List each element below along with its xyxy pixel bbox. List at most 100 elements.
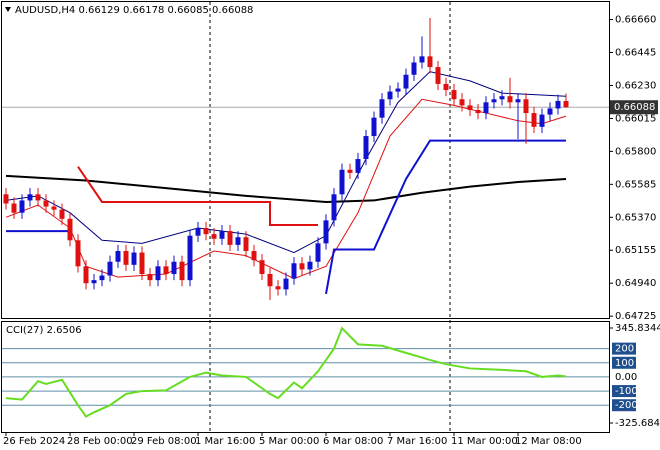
y-tick-label: 0.66660 [615, 15, 656, 26]
candle-body [419, 56, 425, 63]
candle-body [171, 261, 177, 275]
candle-body [339, 169, 345, 195]
y-tick-label: 0.66230 [615, 80, 656, 91]
price-label-box [610, 100, 658, 115]
price-panel [1, 1, 610, 319]
y-tick-label: 0.64725 [615, 311, 656, 322]
candle-body [195, 228, 201, 236]
candle-body [387, 91, 393, 100]
level-label-box [612, 385, 636, 398]
candle-body [395, 88, 401, 92]
x-tick-label: 7 Mar 16:00 [387, 436, 447, 447]
x-tick-label: 6 Mar 08:00 [323, 436, 383, 447]
y-tick-label: 0.64940 [615, 278, 656, 289]
y-tick-label: -325.6841 [615, 418, 660, 429]
x-tick-label: 11 Mar 00:00 [451, 436, 518, 447]
candle-body [35, 194, 41, 201]
y-tick-label: 0.65155 [615, 245, 656, 256]
level-label-box [612, 399, 636, 412]
candle-body [363, 136, 369, 160]
candle-body [371, 117, 377, 137]
candle-body [99, 275, 105, 281]
x-tick-label: 28 Feb 00:00 [67, 436, 133, 447]
candle-body [451, 90, 457, 100]
candle-body [299, 263, 305, 270]
candle-body [459, 99, 465, 106]
candle-body [51, 206, 57, 210]
candle-body [251, 251, 257, 261]
candle-body [411, 62, 417, 75]
candle-body [563, 100, 569, 108]
level-label-box [612, 342, 636, 355]
candle-body [307, 261, 313, 270]
candle-body [283, 278, 289, 290]
candle-body [75, 240, 81, 267]
candle-body [211, 234, 217, 239]
candle-body [379, 99, 385, 118]
indicator-line [77, 166, 318, 226]
candle-body [203, 228, 209, 235]
candle-body [435, 67, 441, 84]
candle-body [219, 231, 225, 239]
candle-body [27, 194, 33, 201]
indicator-line [5, 71, 567, 254]
x-tick-label: 29 Feb 08:00 [131, 436, 197, 447]
y-tick-label: 0.65585 [615, 179, 656, 190]
y-tick-label: 0.66445 [615, 48, 656, 59]
candle-body [531, 113, 537, 127]
candle-body [155, 266, 161, 281]
indicator-line [5, 174, 567, 203]
y-tick-label: 100 [615, 358, 634, 369]
candle-body [227, 231, 233, 245]
candle-body [467, 105, 473, 110]
y-tick-label: 200 [615, 344, 634, 355]
x-tick-label: 12 Mar 08:00 [515, 436, 582, 447]
candle-body [187, 235, 193, 281]
candle-body [179, 261, 185, 281]
y-tick-label: -100 [615, 386, 638, 397]
y-tick-label: 0.00 [615, 372, 637, 383]
candle-body [539, 114, 545, 127]
cci-line [5, 326, 567, 418]
candle-body [3, 194, 9, 204]
candle-body [443, 83, 449, 91]
candle-body [139, 252, 145, 275]
candle-body [323, 220, 329, 244]
candle-body [475, 109, 481, 114]
candle-body [499, 96, 505, 100]
candle-body [83, 266, 89, 284]
candle-body [11, 203, 17, 213]
candle-body [331, 194, 337, 221]
candle-body [403, 74, 409, 89]
candle-body [523, 99, 529, 114]
candle-body [123, 251, 129, 265]
candle-body [59, 209, 65, 219]
candle-body [315, 243, 321, 262]
candle-body [483, 102, 489, 114]
candle-body [347, 169, 353, 173]
y-tick-label: 0.65800 [615, 146, 656, 157]
candle-body [547, 108, 553, 115]
candle-body [355, 159, 361, 173]
candle-body [291, 263, 297, 279]
y-tick-label: 345.8344 [615, 323, 660, 334]
candle-body [515, 99, 521, 103]
candle-body [43, 200, 49, 207]
candle-body [275, 286, 281, 290]
candle-body [107, 261, 113, 276]
cci-title: CCI(27) 2.6506 [6, 325, 82, 336]
x-tick-label: 1 Mar 16:00 [195, 436, 255, 447]
candle-body [555, 100, 561, 109]
candle-body [67, 218, 73, 241]
candle-body [243, 237, 249, 252]
menu-arrow [5, 7, 11, 12]
y-tick-label: 0.66015 [615, 113, 656, 124]
price-label: 0.66088 [614, 102, 655, 113]
candle-body [91, 280, 97, 284]
x-tick-label: 26 Feb 2024 [3, 436, 65, 447]
candle-body [235, 237, 241, 245]
y-tick-label: 0.65370 [615, 212, 656, 223]
candle-body [147, 274, 153, 281]
candle-body [115, 251, 121, 262]
